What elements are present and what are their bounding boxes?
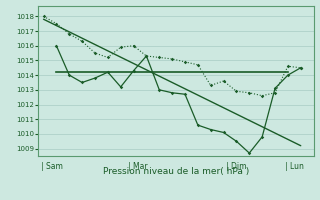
Text: | Sam: | Sam — [41, 162, 63, 171]
Text: | Lun: | Lun — [285, 162, 304, 171]
X-axis label: Pression niveau de la mer( hPa ): Pression niveau de la mer( hPa ) — [103, 167, 249, 176]
Text: | Dim: | Dim — [226, 162, 247, 171]
Text: | Mar: | Mar — [128, 162, 148, 171]
